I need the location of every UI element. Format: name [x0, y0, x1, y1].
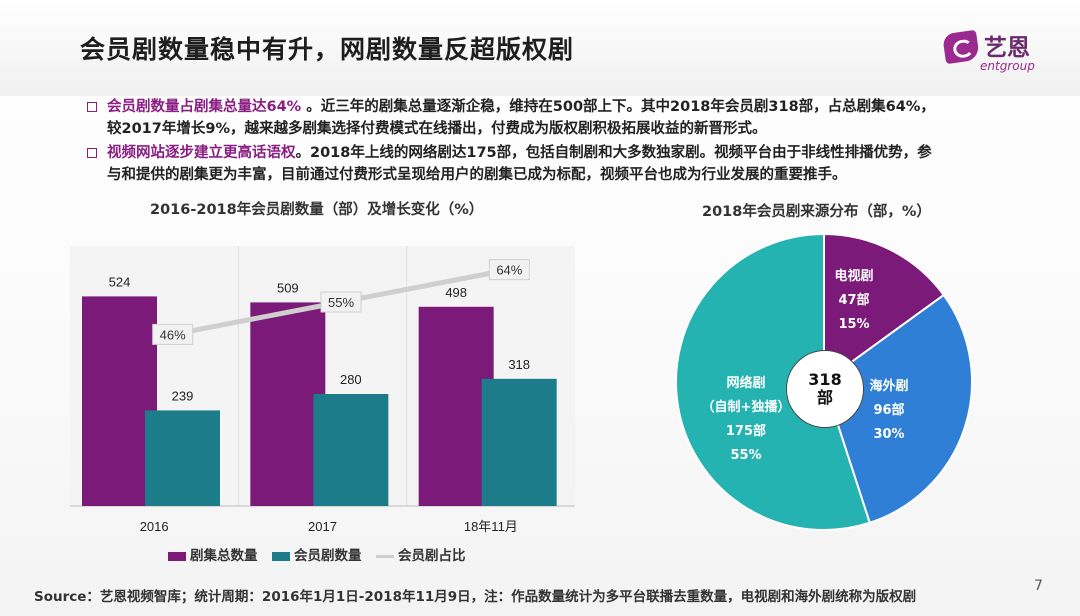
- bar-total-1: [250, 302, 326, 506]
- legend-item-member: 会员剧数量: [272, 544, 362, 564]
- pie-center-value: 318: [808, 370, 842, 389]
- legend-swatch: [168, 551, 186, 561]
- bullet-square-icon: [87, 148, 97, 158]
- logo-text-cn: 艺恩: [984, 35, 1030, 61]
- pie-slice-label: 电视剧: [834, 268, 873, 284]
- legend-label: 会员剧占比: [398, 548, 466, 564]
- pie-slice-label: （自制+独播）: [702, 399, 791, 415]
- pie-slice-label: 30%: [873, 427, 904, 442]
- pie-slice-label: 175部: [726, 423, 766, 439]
- legend-swatch: [376, 554, 394, 558]
- bar-total-2: [418, 306, 494, 506]
- bullet-item-platform-power: 视频网站逐步建立更高话语权。2018年上线的网络剧达175部，包括自制剧和大多数…: [87, 142, 1017, 186]
- bullet-text-cont: 较2017年增长9%，越来越多剧集选择付费模式在线播出，付费成为版权剧积极拓展收…: [107, 121, 767, 137]
- bar-value-label: 509: [277, 280, 299, 295]
- bullet-text-cont: 与和提供的剧集更为丰富，目前通过付费形式呈现给用户的剧集已成为标配，视频平台也成…: [107, 167, 847, 183]
- legend-label: 剧集总数量: [190, 548, 258, 564]
- page-title: 会员剧数量稳中有升，网剧数量反超版权剧: [80, 35, 575, 64]
- bullet-square-icon: [87, 102, 97, 112]
- bar-member-1: [313, 394, 389, 506]
- legend-item-share: 会员剧占比: [376, 544, 466, 564]
- bullet-text: 。近三年的剧集总量逐渐企稳，维持在500部上下。其中2018年会员剧318部，占…: [301, 99, 935, 115]
- pie-center-total: 318 部: [786, 350, 864, 428]
- pie-slice-0: [823, 232, 946, 384]
- legend-label: 会员剧数量: [294, 548, 362, 564]
- bar-total-0: [82, 296, 157, 506]
- bullet-text: 。2018年上线的网络剧达175部，包括自制剧和大多数独家剧。视频平台由于非线性…: [295, 145, 932, 161]
- entgroup-logo: 艺恩 entgroup: [942, 26, 1054, 76]
- pie-chart: 电视剧 47部 15% 海外剧 96部 30% 网络剧 （自制+独播） 175部 55%: [675, 232, 973, 531]
- pie-slice-label: 网络剧: [726, 375, 765, 391]
- bar-member-2: [481, 378, 557, 506]
- share-point-label: 46%: [160, 327, 186, 342]
- logo-mark-icon: [942, 29, 980, 65]
- bar-chart-title: 2016-2018年会员剧数量（部）及增长变化（%）: [150, 202, 484, 218]
- source-note: Source：艺恩视频智库；统计周期：2016年1月1日-2018年11月9日，…: [34, 589, 917, 605]
- bar-value-label: 524: [109, 274, 131, 289]
- legend-item-total: 剧集总数量: [168, 544, 258, 564]
- bullet-item-member-share: 会员剧数量占剧集总量达64% 。近三年的剧集总量逐渐企稳，维持在500部上下。其…: [87, 96, 1017, 140]
- legend-swatch: [272, 551, 290, 561]
- bullet-list: 会员剧数量占剧集总量达64% 。近三年的剧集总量逐渐企稳，维持在500部上下。其…: [87, 96, 1017, 188]
- share-label-box: [488, 259, 530, 281]
- pie-slice-label: 海外剧: [869, 378, 908, 394]
- pie-slice-1: [822, 293, 973, 525]
- bullet-highlight: 视频网站逐步建立更高话语权: [107, 145, 296, 161]
- pie-slice-label: 55%: [730, 448, 761, 463]
- pie-slice-label: 47部: [838, 292, 869, 308]
- x-tick-label: 2016: [140, 519, 169, 534]
- bar-value-label: 239: [172, 388, 194, 403]
- x-tick-label: 18年11月: [464, 519, 518, 534]
- bar-value-label: 318: [508, 357, 530, 372]
- pie-slice-2: [675, 232, 871, 531]
- pie-slice-label: 96部: [873, 402, 904, 418]
- bar-value-label: 280: [340, 372, 362, 387]
- pie-chart-title: 2018年会员剧来源分布（部，%）: [702, 204, 931, 220]
- logo-text-en: entgroup: [980, 59, 1035, 73]
- title-bar: [0, 0, 1080, 96]
- share-label-box: [320, 291, 362, 313]
- bar-value-label: 498: [445, 285, 467, 300]
- bar-member-0: [145, 410, 220, 506]
- page-number: 7: [1034, 578, 1043, 594]
- share-label-box: [152, 323, 194, 345]
- pie-slice-label: 15%: [838, 317, 869, 332]
- pie-center-unit: 部: [816, 388, 833, 407]
- x-tick-label: 2017: [308, 519, 337, 534]
- bullet-highlight: 会员剧数量占剧集总量达64%: [107, 99, 302, 115]
- bar-line-chart: 524 239 2016 509 280 2017 498 318 18年11月 46% 55% 64…: [70, 246, 575, 534]
- share-point-label: 55%: [328, 295, 354, 310]
- share-point-label: 64%: [496, 263, 522, 278]
